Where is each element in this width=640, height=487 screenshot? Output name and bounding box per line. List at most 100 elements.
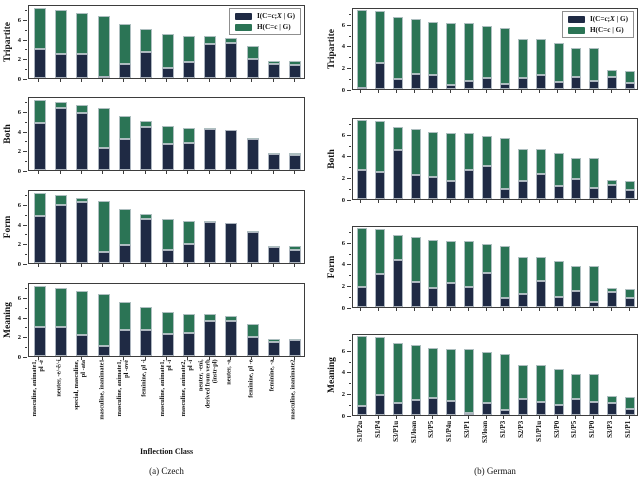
bar [289,339,302,356]
x-tick [485,308,487,311]
bar [182,127,195,170]
x-category-label: feminine, pl -e [247,359,255,398]
bar-segment-i [76,112,89,170]
y-tick-label: 4 [17,36,21,44]
bar-segment-i [268,153,280,170]
bar [428,132,439,199]
bar-segment-i [499,84,510,89]
bar-segment-i [499,189,510,199]
bar-segment-i [246,232,259,263]
bar-segment-h [289,153,302,156]
bar-segment-h [589,158,600,189]
bar-segment-h [182,220,195,244]
bar-segment-i [246,58,259,78]
bar-segment-h [76,13,89,54]
bar [246,46,259,78]
bar-segment-h [499,137,510,190]
bar-segment-i [535,280,546,307]
bar [55,9,67,78]
y-minor-tick [24,307,27,309]
x-category-label: neuter, -o [225,359,233,385]
y-tick-label: 0 [17,353,21,361]
x-tick [144,264,146,267]
bar-segment-h [161,218,174,251]
y-tick-label: 6 [341,239,345,247]
bar-segment-i [204,43,217,78]
y-tick-label: 2 [341,64,345,72]
bar [97,200,110,263]
bar-segment-h [535,39,546,75]
y-tick [347,177,351,179]
bar-segment-h [589,374,600,403]
bar-segment-i [97,252,110,263]
y-tick-label: 4 [17,221,21,229]
bar-segment-i [289,340,302,356]
bar [625,71,636,89]
legend: I(C=c;X | G) H(C=c | G) [228,8,301,35]
x-tick [208,79,210,82]
x-tick [449,90,451,93]
x-category-label: S2/P3 [517,420,525,438]
y-tick-label: 4 [17,314,21,322]
y-minor-tick [24,346,27,348]
bar [464,240,475,307]
bar-segment-i [499,297,510,307]
bar [55,194,67,263]
x-tick [610,90,612,93]
bar [499,353,510,415]
bar [392,234,403,307]
y-minor-tick [24,234,27,236]
bar-segment-i [118,330,131,356]
bar-segment-i [482,403,493,415]
x-tick [521,200,523,203]
bar-segment-i [571,77,582,89]
y-tick [347,307,351,309]
bar-segment-i [33,123,46,170]
legend-label-h: H(C=c | G) [256,23,291,31]
bar [268,246,280,263]
subplot-german-both [352,118,638,200]
bar-segment-h [392,126,403,151]
x-tick [229,79,231,82]
subplot-german-tripartite: I(C=c;X | G) H(C=c | G) [352,8,638,90]
bar-segment-i [553,404,564,415]
bar-segment-i [33,327,46,356]
bar [289,153,302,170]
x-tick [539,200,541,203]
x-tick [396,200,398,203]
bar-segment-i [33,48,46,78]
bar [76,13,89,78]
x-tick [59,171,61,174]
bar [446,348,457,415]
x-tick [59,357,61,360]
bar-segment-i [182,142,195,170]
bar-segment-i [589,81,600,89]
x-tick [360,200,362,203]
y-tick-label: 4 [341,43,345,51]
y-minor-tick [24,253,27,255]
x-category-label: S3/P0 [552,420,561,438]
bar [289,246,302,263]
y-minor-tick [348,361,351,363]
bar-segment-h [246,324,259,338]
x-category-label: masculine, animate1, pl -é [30,359,45,417]
y-tick-label: 2 [341,174,345,182]
bar-segment-h [118,115,131,139]
bar [410,128,421,199]
y-tick [23,59,27,60]
x-tick [610,308,612,311]
bar-segment-h [55,9,67,54]
bar-segment-h [589,48,600,82]
bar-segment-i [446,181,457,199]
bar-segment-h [204,314,217,322]
bar-segment-i [225,321,238,356]
bar-segment-h [33,99,46,124]
row-label-tripartite: Tripartite [3,22,13,62]
bar-segment-h [374,11,385,64]
bar-segment-h [571,373,582,400]
bar [204,36,217,78]
y-tick [23,170,27,172]
bar [356,228,367,307]
y-tick [347,372,351,374]
bar-segment-i [410,73,421,89]
